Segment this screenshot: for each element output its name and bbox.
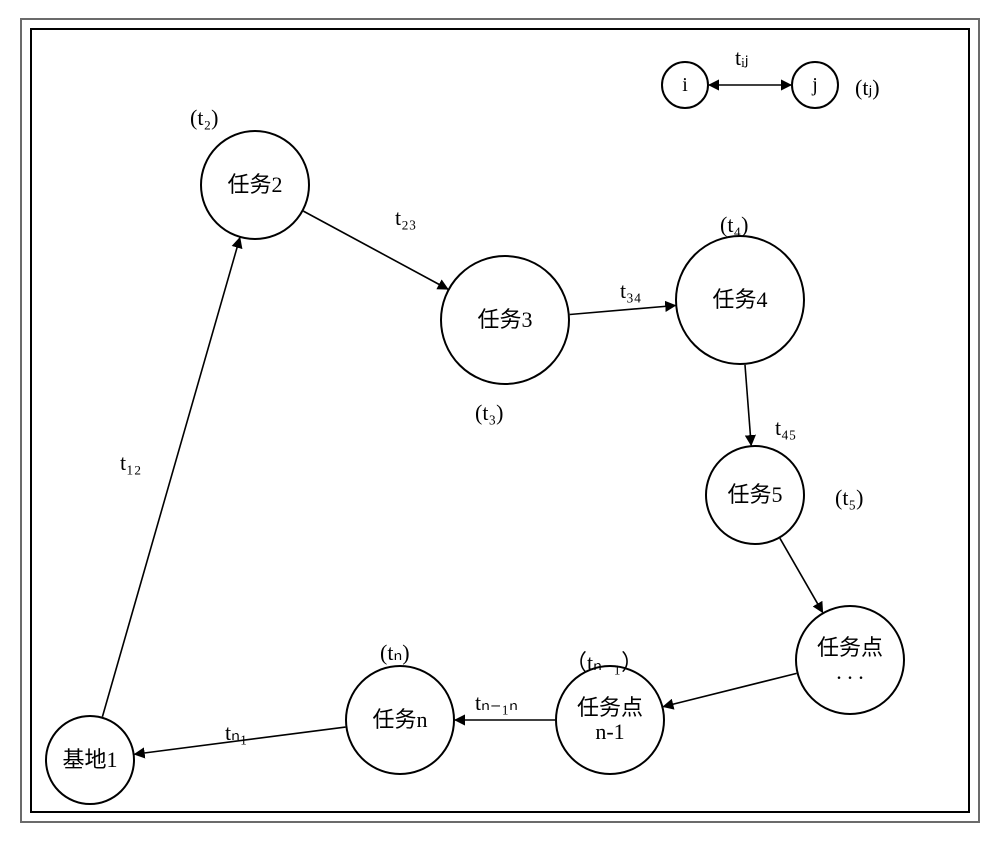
edge-label-taskn1-taskn: tₙ₋₁ₙ xyxy=(475,690,518,716)
node-label: 任务点 n-1 xyxy=(577,696,643,744)
edge-label-taskn-base1: tₙ₁ xyxy=(225,720,248,746)
node-label: 任务n xyxy=(372,708,427,732)
t-label-task4: (t₄) xyxy=(720,212,748,238)
edge-label-task2-task3: t₂₃ xyxy=(395,205,416,231)
t-label-task2: (t₂) xyxy=(190,105,218,131)
node-label: i xyxy=(682,74,688,96)
node-task5: 任务5 xyxy=(705,445,805,545)
t-label-task3: (t₃) xyxy=(475,400,503,426)
node-label: 任务3 xyxy=(477,308,532,332)
node-task3: 任务3 xyxy=(440,255,570,385)
edge-label-base1-task2: t₁₂ xyxy=(120,450,141,476)
node-base1: 基地1 xyxy=(45,715,135,805)
node-legend-i: i xyxy=(661,61,709,109)
node-taskn: 任务n xyxy=(345,665,455,775)
node-label: 基地1 xyxy=(62,748,117,772)
node-taskn1: 任务点 n-1 xyxy=(555,665,665,775)
node-legend-j: j xyxy=(791,61,839,109)
t-label-taskn1: （tₙ₋₁） xyxy=(565,645,643,677)
node-task2: 任务2 xyxy=(200,130,310,240)
node-label: 任务4 xyxy=(712,288,767,312)
t-label-task5: (t₅) xyxy=(835,485,863,511)
legend-edge-label: tᵢⱼ xyxy=(735,45,749,71)
node-label: 任务5 xyxy=(727,483,782,507)
edge-label-task3-task4: t₃₄ xyxy=(620,278,641,304)
node-label: 任务2 xyxy=(227,173,282,197)
node-label: j xyxy=(812,74,818,96)
t-label-taskn: (tₙ) xyxy=(380,640,410,666)
diagram-canvas: 基地1 任务2 任务3 任务4 任务5 任务点 . . . 任务点 n-1 任务n i j (t₂… xyxy=(0,0,1000,841)
legend-tj-label: (tⱼ) xyxy=(855,75,880,101)
edge-label-task4-task5: t₄₅ xyxy=(775,415,796,441)
node-task4: 任务4 xyxy=(675,235,805,365)
node-label: 任务点 . . . xyxy=(817,636,883,684)
node-taskdots: 任务点 . . . xyxy=(795,605,905,715)
